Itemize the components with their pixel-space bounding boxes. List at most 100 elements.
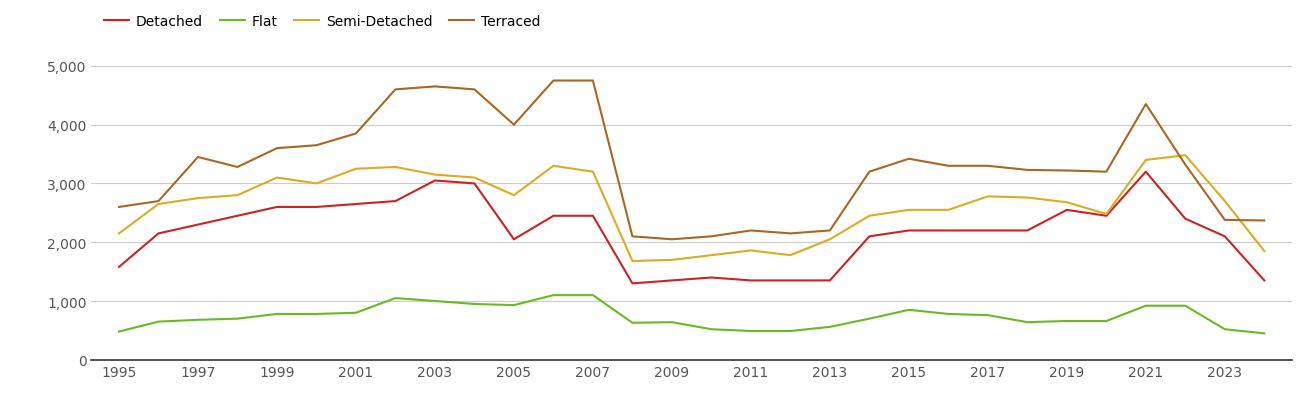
Detached	[1257, 278, 1272, 283]
Line: Flat: Flat	[119, 295, 1265, 333]
Semi-Detached	[980, 194, 996, 199]
Flat	[545, 293, 561, 298]
Semi-Detached	[1257, 249, 1272, 254]
Terraced	[625, 234, 641, 239]
Terraced	[1060, 169, 1075, 173]
Terraced	[861, 170, 877, 175]
Semi-Detached	[1019, 196, 1035, 200]
Detached	[506, 237, 522, 242]
Flat	[150, 319, 166, 324]
Terraced	[1257, 218, 1272, 223]
Terraced	[506, 123, 522, 128]
Detached	[703, 275, 719, 280]
Detached	[545, 214, 561, 219]
Detached	[230, 214, 245, 219]
Semi-Detached	[1060, 200, 1075, 205]
Legend: Detached, Flat, Semi-Detached, Terraced: Detached, Flat, Semi-Detached, Terraced	[98, 9, 547, 34]
Terraced	[150, 199, 166, 204]
Detached	[1138, 170, 1154, 175]
Flat	[980, 313, 996, 318]
Terraced	[111, 205, 127, 210]
Detached	[427, 179, 442, 184]
Detached	[348, 202, 364, 207]
Flat	[1099, 319, 1114, 324]
Flat	[191, 317, 206, 322]
Flat	[664, 320, 680, 325]
Semi-Detached	[585, 170, 600, 175]
Semi-Detached	[388, 165, 403, 170]
Detached	[269, 205, 284, 210]
Flat	[467, 302, 483, 307]
Detached	[980, 229, 996, 234]
Detached	[467, 182, 483, 187]
Semi-Detached	[230, 193, 245, 198]
Semi-Detached	[664, 258, 680, 263]
Flat	[941, 312, 957, 317]
Semi-Detached	[703, 253, 719, 258]
Flat	[1019, 320, 1035, 325]
Semi-Detached	[743, 248, 758, 253]
Flat	[269, 312, 284, 317]
Terraced	[1138, 102, 1154, 107]
Detached	[900, 229, 916, 234]
Terraced	[1019, 168, 1035, 173]
Detached	[941, 229, 957, 234]
Semi-Detached	[467, 175, 483, 180]
Detached	[1099, 214, 1114, 219]
Detached	[1019, 229, 1035, 234]
Semi-Detached	[783, 253, 799, 258]
Flat	[703, 327, 719, 332]
Detached	[1177, 217, 1193, 222]
Flat	[309, 312, 325, 317]
Terraced	[664, 237, 680, 242]
Semi-Detached	[1218, 199, 1233, 204]
Terraced	[545, 79, 561, 84]
Flat	[348, 310, 364, 315]
Terraced	[743, 229, 758, 234]
Terraced	[703, 234, 719, 239]
Flat	[1218, 327, 1233, 332]
Detached	[743, 278, 758, 283]
Flat	[625, 321, 641, 326]
Semi-Detached	[861, 214, 877, 219]
Semi-Detached	[900, 208, 916, 213]
Semi-Detached	[191, 196, 206, 201]
Semi-Detached	[1138, 158, 1154, 163]
Detached	[111, 265, 127, 270]
Terraced	[1099, 170, 1114, 175]
Flat	[427, 299, 442, 304]
Detached	[822, 278, 838, 283]
Detached	[861, 234, 877, 239]
Line: Detached: Detached	[119, 172, 1265, 284]
Flat	[743, 329, 758, 334]
Semi-Detached	[625, 259, 641, 264]
Semi-Detached	[822, 237, 838, 242]
Semi-Detached	[427, 173, 442, 178]
Terraced	[585, 79, 600, 84]
Terraced	[900, 157, 916, 162]
Semi-Detached	[1177, 153, 1193, 158]
Semi-Detached	[269, 175, 284, 180]
Detached	[585, 214, 600, 219]
Terraced	[427, 85, 442, 90]
Detached	[1218, 234, 1233, 239]
Flat	[388, 296, 403, 301]
Detached	[388, 199, 403, 204]
Semi-Detached	[348, 167, 364, 172]
Detached	[1060, 208, 1075, 213]
Semi-Detached	[309, 182, 325, 187]
Terraced	[783, 231, 799, 236]
Semi-Detached	[150, 202, 166, 207]
Semi-Detached	[545, 164, 561, 169]
Terraced	[941, 164, 957, 169]
Detached	[309, 205, 325, 210]
Flat	[1257, 331, 1272, 336]
Terraced	[1218, 218, 1233, 223]
Line: Terraced: Terraced	[119, 81, 1265, 240]
Flat	[111, 329, 127, 334]
Terraced	[309, 144, 325, 148]
Flat	[900, 308, 916, 312]
Terraced	[191, 155, 206, 160]
Semi-Detached	[111, 231, 127, 236]
Flat	[1060, 319, 1075, 324]
